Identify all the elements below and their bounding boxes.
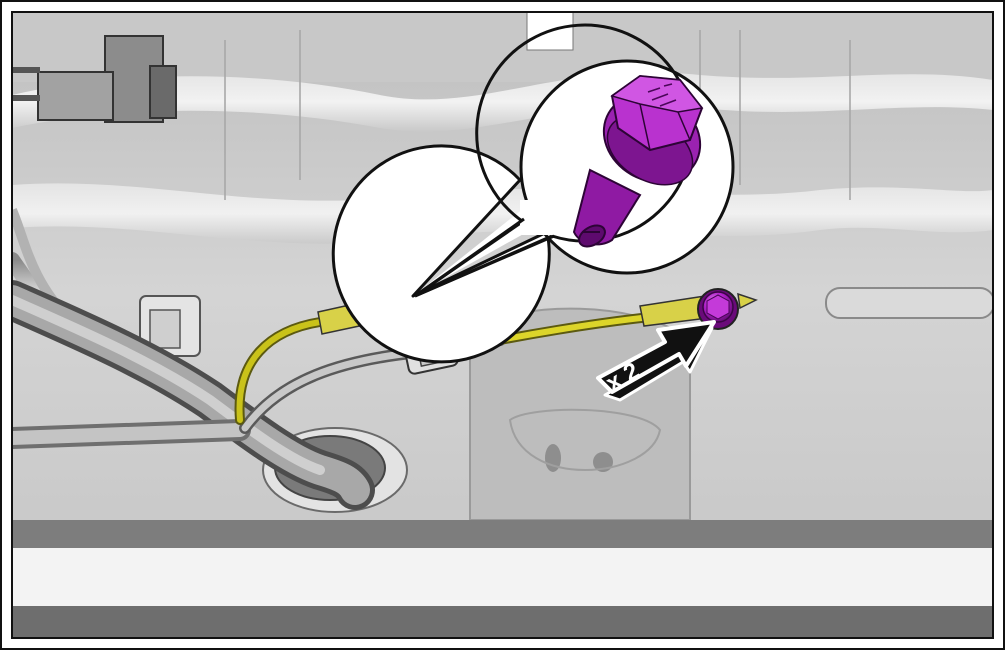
sill-shadow <box>12 606 993 638</box>
right-slot <box>825 287 993 319</box>
flange-bolt-icon <box>572 74 704 248</box>
inner-border <box>11 11 994 639</box>
arrow-pointer-icon <box>596 320 716 402</box>
lower-sill <box>12 520 993 550</box>
upper-ridge <box>12 72 993 132</box>
sill-highlight <box>12 548 993 608</box>
bolt-right <box>697 288 739 330</box>
middle-ridge <box>12 183 993 244</box>
electrical-connector <box>12 35 177 123</box>
